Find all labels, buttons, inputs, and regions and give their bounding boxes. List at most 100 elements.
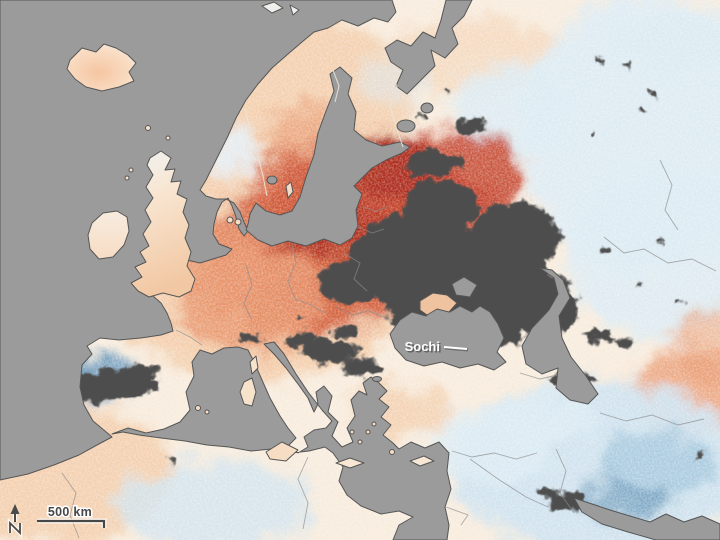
nodata-blob [319,261,385,305]
sea-of-marmara [372,376,382,382]
great-britain-island [130,150,196,298]
arctic-islets [289,4,300,16]
nodata-speck [696,452,704,460]
nodata-blob [123,365,159,381]
danish-islet [234,218,242,226]
ireland-island [87,210,130,260]
aegean-islet [357,439,363,445]
lake-ladoga [396,119,416,133]
nodata-speck [297,316,303,322]
border-line [343,252,368,292]
nodata-blob [332,325,360,337]
rhodes-islet [389,449,395,455]
sochi-label-shadow: Sochi [406,341,441,356]
nodata-blob [537,488,555,498]
baltic-sea [245,66,411,247]
crimea-peninsula [419,292,458,316]
north-arrow-head [10,504,20,514]
border-line [357,206,389,234]
border-line [287,244,297,300]
border-line [659,159,679,231]
danish-islet [226,216,234,224]
nodata-speck [625,63,631,69]
border-line [294,298,326,314]
caspian-sea [521,267,599,405]
nodata-speck [638,105,644,111]
borders-layer [61,64,717,539]
nodata-blob [405,149,459,177]
hebrides-islet [124,175,130,181]
nodata-speck [657,238,663,244]
scale-bar-label: 500 km [48,505,92,519]
border-line [243,264,253,320]
nodata-speck [169,457,175,463]
nodata-blob [585,331,617,343]
balearic-islet [204,409,210,415]
nodata-speck [597,57,603,63]
north-arrow-n-letter [9,520,21,536]
balearic-islet [195,405,201,411]
border-line [603,236,717,272]
border-line [175,329,203,346]
islands-layer [66,1,458,469]
black-sea [389,305,507,371]
arctic-islets [261,1,284,14]
iceland-island [66,43,137,92]
sochi-leader-line [443,346,468,350]
nodata-blob [472,203,560,269]
nodata-blob [402,180,480,232]
crete-island [335,457,365,469]
shetland-islands [165,135,171,141]
atlantic-north-sea [0,0,397,481]
nodata-blob [284,332,316,346]
nodata-blob [301,339,359,363]
nodata-speck [446,90,452,96]
scale-bar-line [37,519,106,528]
annotation-layer: Sochi Sochi 500 km [7,339,469,539]
border-line [297,456,309,530]
nodata-speck [418,116,424,122]
north-arrow-icon [7,504,23,539]
border-line [61,472,80,539]
scale-bar: 500 km [37,504,107,528]
nodata-blob [239,334,263,344]
gotland-island [285,181,294,199]
mediterranean-sea [111,341,452,540]
border-line [519,372,558,380]
border-line [451,450,538,460]
nodata-blob [547,492,583,510]
cyprus-island [409,455,435,467]
border-line [599,412,705,426]
sochi-label: Sochi [405,339,440,354]
sicily-island [265,441,299,462]
hebrides-islet [128,167,134,173]
corsica-island [249,355,259,375]
nodata-speck [651,91,659,99]
aegean-islet [371,421,377,427]
border-line [388,64,404,148]
lake-onega [420,102,434,114]
nodata-speck [587,132,593,138]
nodata-speck [638,278,644,284]
sea-of-azov [451,276,478,298]
persian-gulf [573,497,720,540]
border-line [332,69,340,103]
faroe-islands [145,125,151,131]
nodata-blob [341,358,383,376]
border-line [555,448,575,514]
lake-vanern [266,175,278,185]
nodata-blob [455,118,485,134]
border-line [335,306,385,318]
nodata-blob [615,338,635,348]
aegean-islet [365,429,371,435]
nodata-speck [601,247,609,255]
aegean-islet [349,429,355,435]
border-line [243,107,268,197]
white-sea [384,0,473,95]
nodata-speck [677,298,683,304]
border-line [445,506,469,526]
sardinia-island [239,377,257,407]
